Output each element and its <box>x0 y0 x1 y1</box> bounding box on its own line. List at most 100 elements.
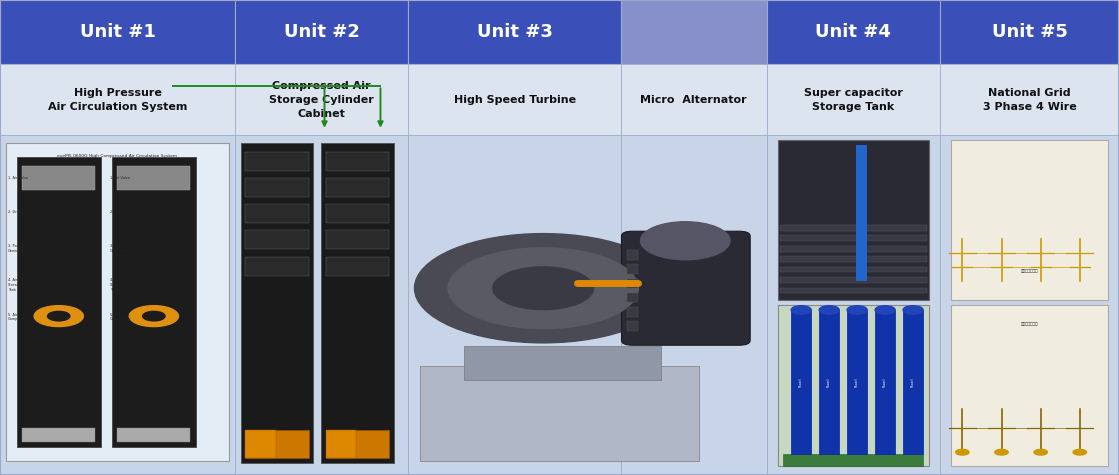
Text: 2. Dryer: 2. Dryer <box>110 210 124 214</box>
Circle shape <box>1034 449 1047 455</box>
Bar <box>408 0 621 475</box>
Bar <box>245 152 309 171</box>
Text: Unit #3: Unit #3 <box>477 23 553 41</box>
Text: Maxwell: Maxwell <box>855 377 859 387</box>
Bar <box>6 142 229 461</box>
Text: 4. Air
Storage
Tank: 4. Air Storage Tank <box>8 278 22 292</box>
FancyBboxPatch shape <box>420 366 699 461</box>
Circle shape <box>448 248 638 329</box>
Text: 3. Power
Generator: 3. Power Generator <box>8 244 26 253</box>
Text: 1. Air Valve: 1. Air Valve <box>8 176 28 180</box>
Bar <box>627 293 638 303</box>
Bar <box>621 0 767 475</box>
Bar <box>780 236 927 241</box>
Bar <box>245 430 275 458</box>
Bar <box>0 135 235 475</box>
Bar <box>235 0 408 64</box>
Bar <box>22 428 95 442</box>
Text: 電力系統接線圖: 電力系統接線圖 <box>1021 323 1038 326</box>
Bar <box>780 277 927 283</box>
Bar <box>819 310 839 454</box>
Bar <box>321 142 394 463</box>
Bar <box>621 64 767 135</box>
Bar <box>245 430 309 458</box>
Bar <box>621 0 767 64</box>
Text: 2. Dryer: 2. Dryer <box>8 210 22 214</box>
Bar <box>22 166 95 190</box>
Bar <box>903 310 923 454</box>
Bar <box>464 346 661 380</box>
Bar <box>245 256 309 275</box>
Circle shape <box>640 222 730 260</box>
Bar <box>778 140 929 301</box>
Text: Micro  Alternator: Micro Alternator <box>640 95 747 105</box>
Bar <box>951 305 1108 466</box>
Bar <box>241 142 313 463</box>
Text: eyeM5 0600G High Compressed Air Circulation System: eyeM5 0600G High Compressed Air Circulat… <box>57 154 178 158</box>
Bar <box>940 64 1119 135</box>
Bar <box>767 135 940 475</box>
Circle shape <box>143 312 166 321</box>
Text: 4. Air
Storage
Tank: 4. Air Storage Tank <box>110 278 124 292</box>
Text: 5. Air
Compressor: 5. Air Compressor <box>110 313 131 322</box>
Circle shape <box>791 306 811 314</box>
Circle shape <box>847 306 867 314</box>
Bar <box>326 204 389 223</box>
Bar <box>621 135 767 475</box>
Text: Unit #5: Unit #5 <box>991 23 1068 41</box>
Bar <box>0 64 235 135</box>
Text: Maxwell: Maxwell <box>911 377 915 387</box>
Bar <box>112 157 196 446</box>
Bar <box>117 166 190 190</box>
Text: High Pressure
Air Circulation System: High Pressure Air Circulation System <box>48 88 187 112</box>
Text: Compressed Air
Storage Cylinder
Cabinet: Compressed Air Storage Cylinder Cabinet <box>270 81 374 119</box>
FancyBboxPatch shape <box>621 231 750 345</box>
Bar <box>627 322 638 331</box>
Bar <box>0 0 235 475</box>
Text: 5. Air
Compressor: 5. Air Compressor <box>8 313 29 322</box>
Bar <box>767 0 940 64</box>
Bar <box>627 307 638 317</box>
Bar <box>326 430 389 458</box>
Bar <box>940 0 1119 475</box>
Bar <box>875 310 895 454</box>
Text: Unit #1: Unit #1 <box>79 23 156 41</box>
Bar <box>245 204 309 223</box>
Text: High Speed Turbine: High Speed Turbine <box>453 95 576 105</box>
Circle shape <box>492 267 593 310</box>
Bar <box>780 287 927 293</box>
Circle shape <box>414 234 671 343</box>
Text: Unit #4: Unit #4 <box>816 23 891 41</box>
Circle shape <box>956 449 969 455</box>
Text: 1. Air Valve: 1. Air Valve <box>110 176 130 180</box>
Text: 3. Power
Generator: 3. Power Generator <box>110 244 128 253</box>
Bar <box>951 140 1108 301</box>
Bar <box>767 0 940 475</box>
Bar <box>940 0 1119 64</box>
Bar <box>235 0 408 475</box>
Text: Maxwell: Maxwell <box>883 377 887 387</box>
Bar <box>245 178 309 197</box>
Bar <box>627 279 638 288</box>
Bar <box>780 256 927 262</box>
Bar <box>783 454 923 466</box>
Bar <box>245 230 309 249</box>
Circle shape <box>995 449 1008 455</box>
Bar <box>0 0 235 64</box>
Text: Unit #2: Unit #2 <box>284 23 359 41</box>
Bar <box>791 310 811 454</box>
Bar <box>326 230 389 249</box>
Bar <box>235 135 408 475</box>
Bar <box>408 0 621 64</box>
Text: Maxwell: Maxwell <box>827 377 831 387</box>
Text: 電網系統輸電圖: 電網系統輸電圖 <box>1021 270 1038 274</box>
Bar <box>780 266 927 273</box>
Text: Maxwell: Maxwell <box>799 377 803 387</box>
Bar <box>326 178 389 197</box>
Circle shape <box>47 312 69 321</box>
Text: National Grid
3 Phase 4 Wire: National Grid 3 Phase 4 Wire <box>982 88 1076 112</box>
Bar <box>856 145 867 281</box>
Bar <box>408 135 621 475</box>
Bar <box>780 246 927 252</box>
Bar <box>627 265 638 274</box>
